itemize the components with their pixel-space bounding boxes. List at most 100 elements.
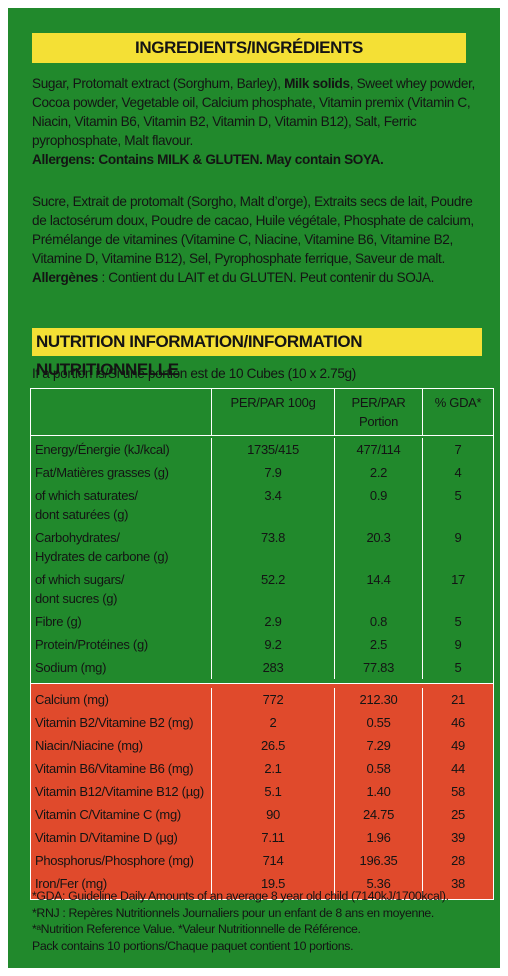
row-group: Calcium (mg) 772 212.30 21 Vitamin B2/Vitami… <box>31 683 493 899</box>
value-cell: 25 <box>422 803 493 826</box>
row-label: Protein/Protéines (g) <box>35 637 148 652</box>
row-label: Vitamin B6/Vitamine B6 (mg) <box>35 761 194 776</box>
table-row: Niacin/Niacine (mg) 26.5 7.29 49 <box>31 734 493 757</box>
value-cell: 77.83 <box>334 656 422 679</box>
value-cell: 196.35 <box>334 849 422 872</box>
value-cell: 21 <box>422 688 493 711</box>
value-cell: 7.11 <box>211 826 334 849</box>
value-cell: 28 <box>422 849 493 872</box>
footnote: Pack contains 10 portions/Chaque paquet … <box>32 938 354 953</box>
row-label: Fibre (g) <box>35 614 82 629</box>
row-label: of which sugars/ dont sucres (g) <box>35 572 125 606</box>
value-cell: 90 <box>211 803 334 826</box>
ingredients-title: INGREDIENTS/INGRÉDIENTS <box>32 33 466 63</box>
row-label: Niacin/Niacine (mg) <box>35 738 143 753</box>
value-cell: 772 <box>211 688 334 711</box>
value-cell: 24.75 <box>334 803 422 826</box>
footnote: *ᵃNutrition Reference Value. *Valeur Nut… <box>32 922 361 936</box>
nutrition-title: NUTRITION INFORMATION/INFORMATION NUTRIT… <box>32 328 482 379</box>
value-cell: 5 <box>422 610 493 633</box>
value-cell: 58 <box>422 780 493 803</box>
table-row: Vitamin B2/Vitamine B2 (mg) 2 0.55 46 <box>31 711 493 734</box>
text: Milk solids <box>284 76 350 91</box>
value-cell: 7 <box>422 438 493 461</box>
row-label: Phosphorus/Phosphore (mg) <box>35 853 194 868</box>
value-cell: 714 <box>211 849 334 872</box>
row-label: Vitamin B2/Vitamine B2 (mg) <box>35 715 194 730</box>
value-cell: 2.1 <box>211 757 334 780</box>
table-row: Vitamin D/Vitamine D (µg) 7.11 1.96 39 <box>31 826 493 849</box>
table-row: Phosphorus/Phosphore (mg) 714 196.35 28 <box>31 849 493 872</box>
table-row: Carbohydrates/ Hydrates de carbone (g) 73… <box>31 526 493 568</box>
row-label: Vitamin C/Vitamine C (mg) <box>35 807 181 822</box>
value-cell: 7.29 <box>334 734 422 757</box>
footnotes: *GDA: Guideline Daily Amounts of an aver… <box>32 888 492 954</box>
row-label: Vitamin B12/Vitamine B12 (µg) <box>35 784 204 799</box>
value-cell: 19.5 <box>211 872 334 895</box>
value-cell: 5.1 <box>211 780 334 803</box>
text: Sugar, Protomalt extract (Sorghum, Barle… <box>32 76 285 91</box>
value-cell: 49 <box>422 734 493 757</box>
allergens: Allergens: Contains MILK & GLUTEN. May c… <box>32 152 384 167</box>
row-label: Vitamin D/Vitamine D (µg) <box>35 830 178 845</box>
value-cell: 38 <box>422 872 493 895</box>
value-cell: 0.8 <box>334 610 422 633</box>
value-cell: 44 <box>422 757 493 780</box>
header-cell: PER/PAR 100g <box>211 389 334 436</box>
table-row: Calcium (mg) 772 212.30 21 <box>31 688 493 711</box>
table-row: Sodium (mg) 283 77.83 5 <box>31 656 493 679</box>
table-row: Vitamin C/Vitamine C (mg) 90 24.75 25 <box>31 803 493 826</box>
table-row: of which sugars/ dont sucres (g) 52.2 14.4… <box>31 568 493 610</box>
value-cell: 52.2 <box>211 568 334 610</box>
table-row: Fibre (g) 2.9 0.8 5 <box>31 610 493 633</box>
row-label: Sodium (mg) <box>35 660 107 675</box>
row-label: of which saturates/ dont saturées (g) <box>35 488 138 522</box>
row-label: Iron/Fer (mg) <box>35 876 107 891</box>
value-cell: 39 <box>422 826 493 849</box>
value-cell: 5 <box>422 484 493 526</box>
portion: If a portion is/Si une portion est de 10… <box>32 366 356 381</box>
value-cell: 283 <box>211 656 334 679</box>
footnote: *GDA: Guideline Daily Amounts of an aver… <box>32 889 449 903</box>
table-row: Protein/Protéines (g) 9.2 2.5 9 <box>31 633 493 656</box>
row-group: Energy/Énergie (kJ/kcal) 1735/415 477/114 7… <box>31 436 493 683</box>
table-row: Energy/Énergie (kJ/kcal) 1735/415 477/114 7 <box>31 438 493 461</box>
value-cell: 9 <box>422 633 493 656</box>
value-cell: 477/114 <box>334 438 422 461</box>
allergens-label: Allergènes <box>32 270 99 285</box>
value-cell: 1.40 <box>334 780 422 803</box>
ingredients-fr: Sucre, Extrait de protomalt (Sorgho, Mal… <box>32 192 480 287</box>
ingredients-en: Sugar, Protomalt extract (Sorghum, Barle… <box>32 74 480 169</box>
table-row: Fat/Matières grasses (g) 7.9 2.2 4 <box>31 461 493 484</box>
label-panel: INGREDIENTS/INGRÉDIENTS Sugar, Protomalt… <box>8 8 500 968</box>
value-cell: 46 <box>422 711 493 734</box>
value-cell: 1.96 <box>334 826 422 849</box>
nutrition-table: PER/PAR 100g PER/PAR Portion% GDA* Energy/… <box>30 388 494 900</box>
value-cell: 9 <box>422 526 493 568</box>
value-cell: 4 <box>422 461 493 484</box>
value-cell: 14.4 <box>334 568 422 610</box>
footnote: *RNJ : Repères Nutritionnels Journaliers… <box>32 905 434 920</box>
value-cell: 2.2 <box>334 461 422 484</box>
value-cell: 2.5 <box>334 633 422 656</box>
row-label: Carbohydrates/ Hydrates de carbone (g) <box>35 530 169 564</box>
value-cell: 1735/415 <box>211 438 334 461</box>
header-cell: % GDA* <box>422 389 493 436</box>
value-cell: 5.36 <box>334 872 422 895</box>
value-cell: 0.55 <box>334 711 422 734</box>
value-cell: 3.4 <box>211 484 334 526</box>
value-cell: 0.58 <box>334 757 422 780</box>
text: Sucre, Extrait de protomalt (Sorgho, Mal… <box>32 194 474 266</box>
header-row: PER/PAR 100g PER/PAR Portion% GDA* <box>31 389 493 436</box>
value-cell: 20.3 <box>334 526 422 568</box>
allergens: : Contient du LAIT et du GLUTEN. Peut co… <box>98 270 435 285</box>
value-cell: 73.8 <box>211 526 334 568</box>
row-label: Calcium (mg) <box>35 692 109 707</box>
table-row: Vitamin B12/Vitamine B12 (µg) 5.1 1.40 58 <box>31 780 493 803</box>
value-cell: 26.5 <box>211 734 334 757</box>
table-row: of which saturates/ dont saturées (g) 3.4… <box>31 484 493 526</box>
table-row: Iron/Fer (mg) 19.5 5.36 38 <box>31 872 493 895</box>
value-cell: 9.2 <box>211 633 334 656</box>
value-cell: 212.30 <box>334 688 422 711</box>
